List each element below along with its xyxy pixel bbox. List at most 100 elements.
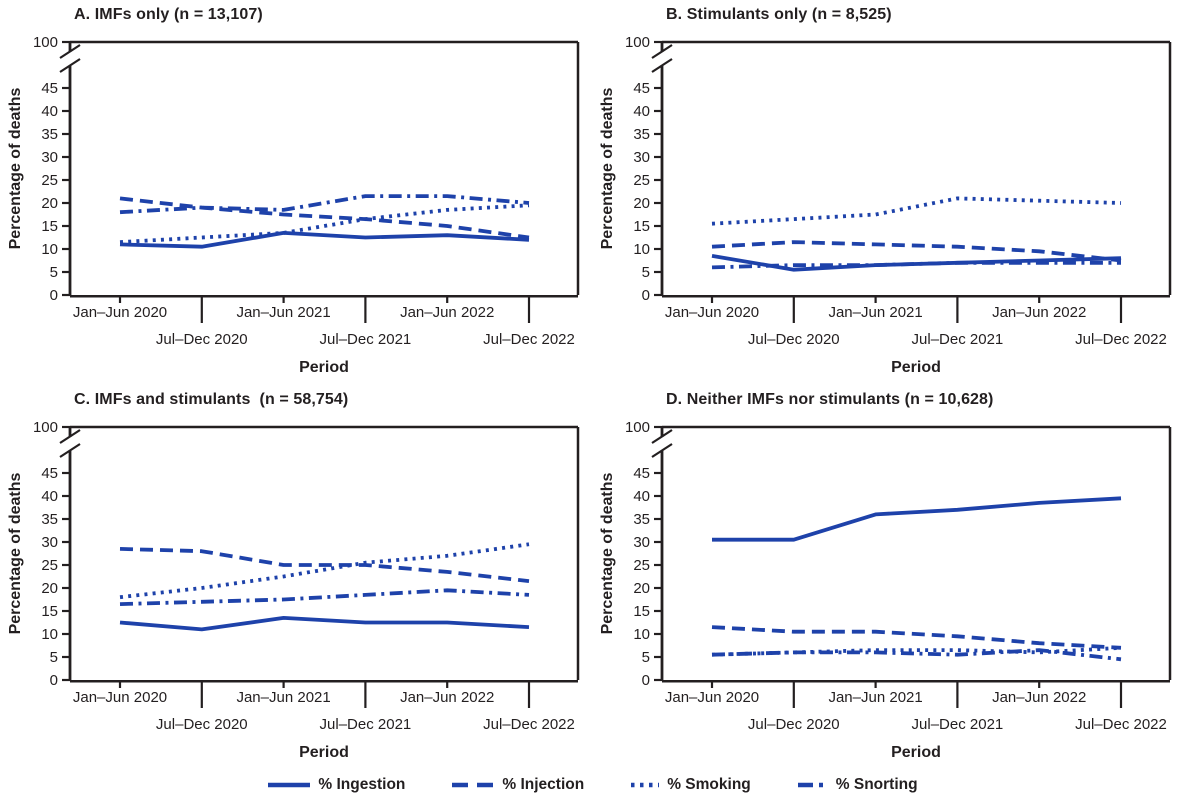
y-tick-label-35: 35 xyxy=(41,511,58,528)
legend: % Ingestion % Injection % Smoking % Snor… xyxy=(0,765,1185,805)
series-line-smoking xyxy=(711,196,1122,226)
x-tick-label-0: Jan–Jun 2020 xyxy=(665,689,759,706)
x-tick-label-4: Jan–Jun 2022 xyxy=(400,304,494,321)
y-tick-label-25: 25 xyxy=(41,172,58,189)
series-line-ingestion xyxy=(119,615,530,632)
panel-c: C. IMFs and stimulants (n = 58,754) 100 0… xyxy=(0,385,592,765)
x-tick-label-1: Jul–Dec 2020 xyxy=(748,716,840,733)
x-tick-label-4: Jan–Jun 2022 xyxy=(992,689,1086,706)
x-tick-label-0: Jan–Jun 2020 xyxy=(73,304,167,321)
legend-item-injection: % Injection xyxy=(451,776,584,794)
x-tick-label-2: Jan–Jun 2021 xyxy=(236,304,330,321)
x-tick-label-3: Jul–Dec 2021 xyxy=(320,331,412,348)
legend-item-smoking: % Smoking xyxy=(630,776,751,794)
y-tick-label-40: 40 xyxy=(41,488,58,505)
x-tick-label-5: Jul–Dec 2022 xyxy=(1075,331,1167,348)
x-tick-label-1: Jul–Dec 2020 xyxy=(748,331,840,348)
panel-b-plot: 100 0 5 10 15 20 25 30 35 40 45 Jan–Jun 2020 Jul–Dec… xyxy=(599,34,1172,376)
y-tick-label-40: 40 xyxy=(633,488,650,505)
y-tick-label-0: 0 xyxy=(642,672,650,689)
y-tick-label-35: 35 xyxy=(41,126,58,143)
x-axis-title: Period xyxy=(299,744,349,761)
x-tick-label-3: Jul–Dec 2021 xyxy=(912,716,1004,733)
y-tick-label-5: 5 xyxy=(642,264,650,281)
y-tick-label-10: 10 xyxy=(633,626,650,643)
y-tick-label-100: 100 xyxy=(33,34,58,51)
panel-b: B. Stimulants only (n = 8,525) 100 0 5 10 15… xyxy=(592,0,1185,385)
y-tick-label-30: 30 xyxy=(41,534,58,551)
x-tick-label-3: Jul–Dec 2021 xyxy=(320,716,412,733)
y-tick-label-40: 40 xyxy=(633,103,650,120)
y-tick-label-40: 40 xyxy=(41,103,58,120)
x-tick-label-2: Jan–Jun 2021 xyxy=(828,689,922,706)
series-line-smoking xyxy=(119,203,530,244)
y-tick-label-45: 45 xyxy=(633,80,650,97)
y-tick-label-30: 30 xyxy=(633,534,650,551)
x-axis-title: Period xyxy=(891,744,941,761)
panel-c-plot: 100 0 5 10 15 20 25 30 35 40 45 Jan–Jun 2020 Jul–Dec… xyxy=(7,419,580,761)
x-tick-label-1: Jul–Dec 2020 xyxy=(156,331,248,348)
y-tick-label-100: 100 xyxy=(625,419,650,436)
series-line-smoking xyxy=(119,542,530,600)
panel-a-title: A. IMFs only (n = 13,107) xyxy=(74,6,263,23)
dashed-line-swatch-icon xyxy=(452,782,495,788)
x-tick-label-1: Jul–Dec 2020 xyxy=(156,716,248,733)
panel-d-plot: 100 0 5 10 15 20 25 30 35 40 45 Jan–Jun 2020 Jul–Dec… xyxy=(599,419,1172,761)
y-tick-label-35: 35 xyxy=(633,511,650,528)
y-tick-label-15: 15 xyxy=(41,603,58,620)
y-tick-label-0: 0 xyxy=(642,287,650,304)
x-tick-label-2: Jan–Jun 2021 xyxy=(828,304,922,321)
axis-break-slash-lower xyxy=(59,58,81,73)
y-tick-label-20: 20 xyxy=(633,580,650,597)
legend-label-injection: % Injection xyxy=(502,776,585,793)
panel-d-title: D. Neither IMFs nor stimulants (n = 10,6… xyxy=(666,391,994,408)
series-line-ingestion xyxy=(712,496,1122,542)
x-tick-label-3: Jul–Dec 2021 xyxy=(912,331,1004,348)
series-line-snorting xyxy=(711,648,1122,662)
y-tick-label-25: 25 xyxy=(633,172,650,189)
four-panel-line-chart: A. IMFs only (n = 13,107) 100 0 5 10 15 20 25 3… xyxy=(0,0,1185,765)
axis-break-slash-upper xyxy=(651,44,673,59)
y-axis-title: Percentage of deaths xyxy=(7,472,24,634)
series-line-ingestion xyxy=(711,254,1122,272)
y-tick-label-15: 15 xyxy=(633,218,650,235)
axis-break-slash-lower xyxy=(59,443,81,458)
series-line-ingestion xyxy=(119,230,530,249)
panel-a: A. IMFs only (n = 13,107) 100 0 5 10 15 20 25 3… xyxy=(0,0,592,385)
series-line-injection xyxy=(119,547,530,583)
y-tick-label-100: 100 xyxy=(625,34,650,51)
x-tick-label-4: Jan–Jun 2022 xyxy=(400,689,494,706)
y-tick-label-20: 20 xyxy=(633,195,650,212)
x-tick-label-5: Jul–Dec 2022 xyxy=(1075,716,1167,733)
series-line-injection xyxy=(711,625,1122,650)
axis-break-slash-upper xyxy=(59,44,81,59)
axis-break-slash-lower xyxy=(651,58,673,73)
series-line-injection xyxy=(711,240,1122,263)
y-tick-label-15: 15 xyxy=(633,603,650,620)
y-axis-title: Percentage of deaths xyxy=(7,87,24,249)
x-axis-title: Period xyxy=(891,359,941,376)
y-axis-title: Percentage of deaths xyxy=(599,472,616,634)
x-tick-label-4: Jan–Jun 2022 xyxy=(992,304,1086,321)
x-tick-label-5: Jul–Dec 2022 xyxy=(483,331,575,348)
x-tick-label-5: Jul–Dec 2022 xyxy=(483,716,575,733)
y-tick-label-10: 10 xyxy=(633,241,650,258)
y-tick-label-5: 5 xyxy=(642,649,650,666)
panel-a-plot: 100 0 5 10 15 20 25 30 35 40 45 Jan–Jun 2020 Jul–Dec… xyxy=(7,34,580,376)
y-tick-label-25: 25 xyxy=(41,557,58,574)
legend-label-snorting: % Snorting xyxy=(835,776,918,793)
legend-item-snorting: % Snorting xyxy=(797,776,918,794)
panel-b-title: B. Stimulants only (n = 8,525) xyxy=(666,6,892,23)
y-tick-label-45: 45 xyxy=(41,80,58,97)
legend-label-smoking: % Smoking xyxy=(667,776,751,793)
y-tick-label-0: 0 xyxy=(50,672,58,689)
series-line-smoking xyxy=(711,645,1122,657)
y-tick-label-45: 45 xyxy=(41,465,58,482)
y-tick-label-45: 45 xyxy=(633,465,650,482)
legend-item-ingestion: % Ingestion xyxy=(267,776,405,794)
series-line-snorting xyxy=(119,588,530,606)
axis-break-slash-upper xyxy=(59,429,81,444)
x-tick-label-0: Jan–Jun 2020 xyxy=(665,304,759,321)
y-tick-label-30: 30 xyxy=(633,149,650,166)
y-tick-label-20: 20 xyxy=(41,580,58,597)
